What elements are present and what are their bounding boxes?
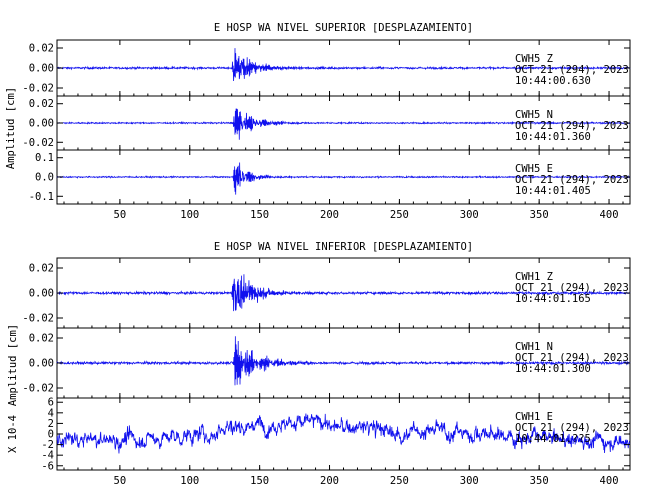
trace-date-label: OCT 21 (294), 2023 [515,282,629,294]
y-tick-label: -4 [41,450,54,462]
trace-time-label: 10:44:01.405 [515,185,591,197]
y-tick-label: 2 [48,418,54,430]
chart-1: E HOSP WA NIVEL SUPERIOR [DESPLAZAMIENTO… [5,22,631,221]
trace-station-label: CWH1 Z [515,271,553,283]
trace-station-label: CWH5 E [515,163,553,175]
trace-time-label: 10:44:00.630 [515,75,591,87]
y-axis-label: Amplitud [cm] [7,324,19,406]
trace-time-label: 10:44:01.165 [515,293,591,305]
y-tick-label: 0.00 [29,358,54,370]
x-tick-label: 250 [390,475,409,487]
x-tick-label: 200 [320,475,339,487]
waveform-CWH1-E [56,413,631,454]
trace-date-label: OCT 21 (294), 2023 [515,120,629,132]
y-tick-label: 0.02 [29,98,54,110]
y-tick-label: -0.02 [22,83,54,95]
y-tick-label: 0.02 [29,263,54,275]
y-tick-label: 0.0 [35,172,54,184]
y-tick-label: 0.00 [29,118,54,130]
trace-date-label: OCT 21 (294), 2023 [515,64,629,76]
trace-date-label: OCT 21 (294), 2023 [515,422,629,434]
y-tick-label: 0.02 [29,333,54,345]
chart-title: E HOSP WA NIVEL INFERIOR [DESPLAZAMIENTO… [214,241,473,253]
y-tick-label: 6 [48,397,54,409]
trace-station-label: CWH5 N [515,109,553,121]
waveform-CWH1-N [56,336,631,386]
y-axis-scale-label: X 10-4 [7,415,19,453]
y-tick-label: -0.1 [29,191,54,203]
y-tick-label: 0.1 [35,152,54,164]
x-tick-label: 300 [460,209,479,221]
chart-2: E HOSP WA NIVEL INFERIOR [DESPLAZAMIENTO… [7,241,631,487]
x-tick-label: 150 [250,209,269,221]
y-axis-label: Amplitud [cm] [5,87,17,169]
x-tick-label: 350 [530,475,549,487]
y-tick-label: -6 [41,460,54,472]
y-tick-label: 0.00 [29,288,54,300]
trace-date-label: OCT 21 (294), 2023 [515,174,629,186]
waveform-CWH5-N [56,108,631,140]
y-tick-label: 0.00 [29,63,54,75]
x-tick-label: 300 [460,475,479,487]
trace-time-label: 10:44:01.300 [515,363,591,375]
y-tick-label: -0.02 [22,137,54,149]
x-tick-label: 50 [114,209,127,221]
x-tick-label: 400 [600,475,619,487]
waveform-CWH1-Z [56,274,631,312]
trace-time-label: 10:44:01.??5 [515,433,591,445]
x-tick-label: 100 [180,475,199,487]
trace-station-label: CWH5 Z [515,53,553,65]
x-tick-label: 200 [320,209,339,221]
y-tick-label: -0.02 [22,313,54,325]
x-tick-label: 250 [390,209,409,221]
x-tick-label: 350 [530,209,549,221]
y-tick-label: -2 [41,439,54,451]
trace-station-label: CWH1 E [515,411,553,423]
y-tick-label: 4 [48,407,54,419]
y-tick-label: 0.02 [29,43,54,55]
y-tick-label: 0 [48,429,54,441]
x-tick-label: 150 [250,475,269,487]
trace-date-label: OCT 21 (294), 2023 [515,352,629,364]
trace-time-label: 10:44:01.360 [515,131,591,143]
x-tick-label: 100 [180,209,199,221]
x-tick-label: 400 [600,209,619,221]
trace-station-label: CWH1 N [515,341,553,353]
waveform-CWH5-Z [56,48,631,82]
x-tick-label: 50 [114,475,127,487]
waveform-CWH5-E [56,162,631,195]
chart-title: E HOSP WA NIVEL SUPERIOR [DESPLAZAMIENTO… [214,22,473,34]
y-tick-label: -0.02 [22,383,54,395]
